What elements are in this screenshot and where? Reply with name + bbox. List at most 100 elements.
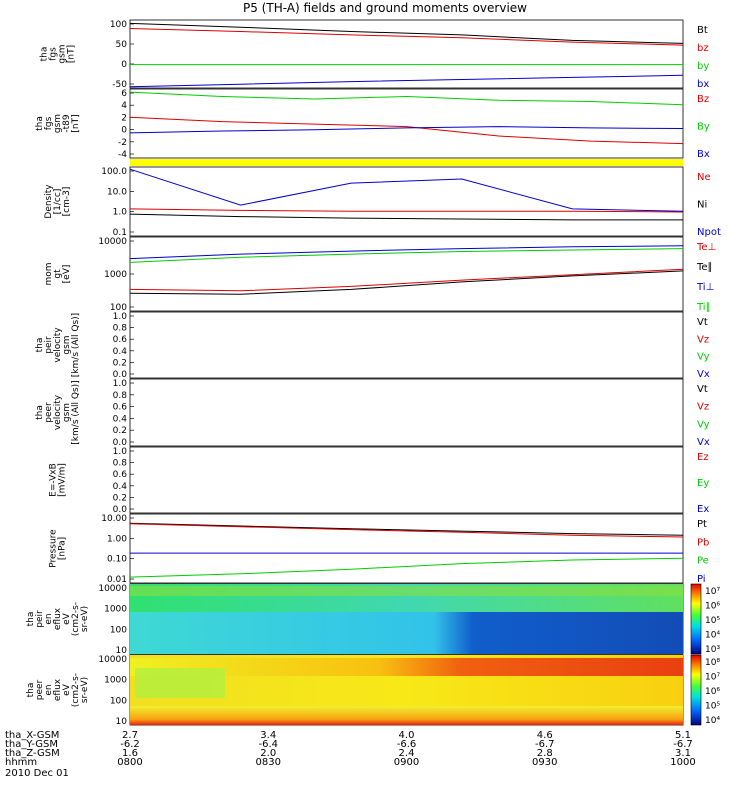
- y-tick-label: 0.6: [113, 403, 128, 413]
- y-tick-label: 0.2: [113, 426, 127, 436]
- panel-temp: 10000 1000 100 mom gt [eV] Te⊥ Te∥ Ti⊥ Ti∥: [44, 236, 716, 313]
- peir-spectrogram-low-energy-band: [130, 612, 683, 654]
- x-tick-label: 4.0: [399, 730, 415, 741]
- series-line-Te⊥: [129, 268, 684, 292]
- y-tick-label: 0.0: [113, 370, 128, 380]
- panel-frame: [129, 513, 684, 584]
- series-line-Pt: [129, 522, 684, 536]
- y-tick-label: 0.4: [113, 482, 128, 492]
- legend-Bt: Bt: [697, 25, 708, 36]
- y-tick-label: 0.1: [113, 228, 127, 238]
- peir-colorbar: [690, 583, 702, 655]
- series-line-Ni: [129, 213, 683, 221]
- y-axis-label: mom: [44, 262, 54, 285]
- y-tick-label: 0: [121, 126, 127, 136]
- legend-By: By: [697, 122, 710, 133]
- x-row-name: tha_Z-GSM: [5, 748, 60, 759]
- y-axis-label: [km/s (All Qs)]: [71, 313, 81, 377]
- y-tick-label: 0.10: [107, 555, 127, 565]
- y-axis-label: peir: [35, 610, 45, 628]
- y-tick-label: -4: [118, 150, 127, 160]
- y-axis-label: [1/cc]: [53, 189, 63, 215]
- y-tick-label: 100: [110, 625, 127, 635]
- y-tick-label: 50: [116, 40, 128, 50]
- y-tick-label: 10000: [98, 584, 127, 594]
- panel-fgs-t89: 6 4 2 0 -2 -4 tha fgs gsm -t89 [nT] Bz By Bx: [35, 88, 710, 160]
- y-axis-label: tha: [35, 338, 45, 353]
- y-axis-label: [cm-3]: [62, 187, 72, 217]
- y-tick-label: 100: [110, 303, 127, 313]
- series-line-bx: [129, 74, 684, 88]
- legend-Ne: Ne: [697, 172, 711, 183]
- legend-Vz: Vz: [697, 402, 709, 413]
- y-tick-label: 0: [121, 60, 127, 70]
- panel-peir-vel: 1.0 0.80.6 0.40.2 0.0 tha peir velocity gsm [km/…: [35, 311, 710, 380]
- x-tick-label: 5.1: [675, 730, 691, 741]
- colorbar-tick-label: 10⁴: [705, 716, 720, 726]
- y-tick-label: 1.0: [113, 379, 128, 389]
- y-axis-label: peir: [44, 336, 54, 354]
- y-axis-label: tha: [26, 612, 36, 627]
- y-tick-label: 1.0: [113, 447, 128, 457]
- chart-title: P5 (TH-A) fields and ground moments over…: [243, 1, 527, 15]
- y-axis-label: E=-VxB: [49, 463, 59, 497]
- colorbar-tick-label: 10⁴: [705, 631, 720, 641]
- legend-Bz: Bz: [697, 94, 709, 105]
- y-axis-label: en: [44, 613, 54, 624]
- y-tick-label: 0.8: [113, 391, 128, 401]
- x-tick-label: 0900: [394, 757, 419, 768]
- y-tick-label: 0.2: [113, 358, 127, 368]
- y-tick-label: 2: [121, 113, 127, 123]
- peer-spectrogram-low-energy-band: [130, 706, 683, 725]
- colorbar-tick-label: 10⁷: [705, 587, 720, 597]
- y-tick-label: 1000: [104, 676, 127, 686]
- peer-spectrogram: [130, 655, 683, 725]
- y-tick-label: 10000: [98, 237, 127, 247]
- y-tick-label: 10: [116, 717, 128, 727]
- y-tick-label: 1.00: [107, 534, 127, 544]
- x-tick-label: 2.7: [122, 730, 138, 741]
- y-axis-label: Pressure: [49, 529, 59, 568]
- panel-frame: [129, 166, 684, 237]
- y-axis-label: velocity: [53, 327, 63, 363]
- x-tick-label: -6.4: [258, 739, 278, 750]
- y-axis-label: tha: [35, 405, 45, 420]
- colorbar-tick-label: 10⁶: [705, 602, 720, 612]
- y-tick-label: 0.8: [113, 459, 128, 469]
- x-row-name: hhmm: [5, 757, 37, 768]
- x-tick-label: -6.6: [397, 739, 417, 750]
- legend-Ti∥: Ti∥: [696, 302, 711, 313]
- y-axis-label: Density: [44, 184, 54, 219]
- y-tick-label: 0.8: [113, 324, 128, 334]
- legend-Te∥: Te∥: [696, 262, 713, 273]
- y-tick-label: 1000: [104, 270, 127, 280]
- y-axis-label: eflux: [53, 607, 63, 630]
- panel-efield: 1.0 0.80.6 0.40.2 0.0 E=-VxB [mV/m] Ez Ey Ex: [49, 446, 709, 515]
- legend-Pb: Pb: [697, 537, 709, 548]
- legend-Ti⊥: Ti⊥: [696, 282, 714, 293]
- panel-frame: [129, 88, 684, 159]
- y-axis-label: en: [44, 684, 54, 695]
- y-axis-label: eV: [62, 612, 72, 625]
- series-line-Ne: [129, 208, 684, 213]
- x-tick-label: 4.6: [537, 730, 553, 741]
- y-axis-label: peer: [35, 679, 45, 700]
- legend-Pe: Pe: [697, 556, 709, 567]
- y-tick-label: 0.2: [113, 493, 127, 503]
- peir-spectrogram: [130, 584, 683, 654]
- y-tick-label: 100: [110, 696, 127, 706]
- y-tick-label: 0.4: [113, 414, 128, 424]
- status-bar-yellow: [130, 159, 683, 166]
- panel-density: 100.0 10.0 1.0 0.1 Density [1/cc] [cm-3] Ne Ni Np…: [44, 166, 721, 238]
- legend-bz: bz: [697, 43, 709, 54]
- y-axis-label: (cm2-s-: [71, 602, 81, 636]
- x-tick-label: 2.0: [260, 748, 276, 759]
- y-axis-label: [nT]: [71, 114, 81, 132]
- date-label: 2010 Dec 01: [5, 768, 69, 779]
- peer-spectrogram-high-energy-band: [130, 658, 683, 676]
- y-tick-label: 10: [116, 646, 128, 656]
- legend-Te⊥: Te⊥: [696, 242, 716, 253]
